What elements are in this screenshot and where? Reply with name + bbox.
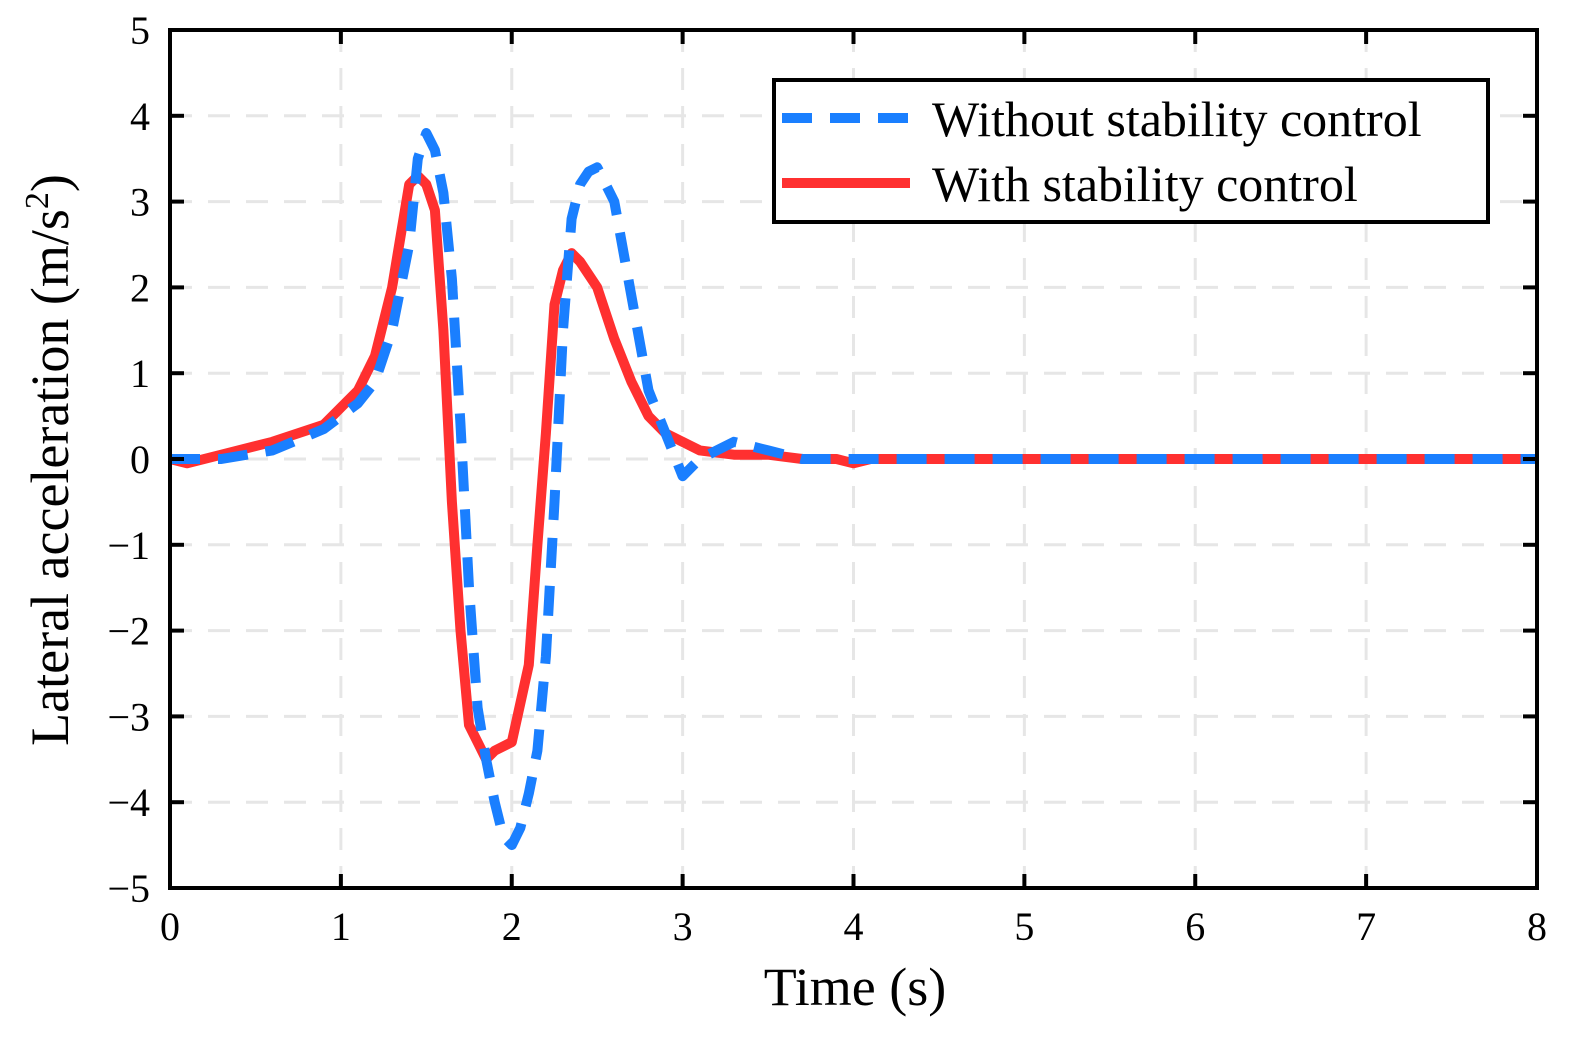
x-tick-label: 3 — [673, 904, 693, 949]
x-tick-label: 2 — [502, 904, 522, 949]
y-axis-title-main: Lateral acceleration (m/s — [20, 209, 80, 746]
legend-label-without-stability-control: Without stability control — [932, 91, 1422, 147]
x-tick-label: 8 — [1527, 904, 1547, 949]
x-axis-title: Time (s) — [764, 957, 947, 1017]
y-tick-label: −1 — [107, 523, 150, 568]
legend-label-with-stability-control: With stability control — [932, 156, 1358, 212]
legend: Without stability control With stability… — [772, 78, 1490, 224]
y-axis-title-superscript: 2 — [19, 192, 56, 209]
x-tick-label: 5 — [1014, 904, 1034, 949]
x-tick-label: 6 — [1185, 904, 1205, 949]
y-axis-title: Lateral acceleration (m/s2) — [19, 174, 80, 746]
y-tick-label: −5 — [107, 866, 150, 911]
series-line-without-stability-control — [170, 128, 1537, 851]
y-tick-label: 3 — [130, 180, 150, 225]
series-line-with-stability-control — [168, 170, 1537, 765]
series-lines — [168, 128, 1537, 851]
x-tick-label: 4 — [844, 904, 864, 949]
axis-ticks — [168, 28, 1539, 890]
legend-box — [772, 78, 1490, 224]
y-tick-label: −4 — [107, 780, 150, 825]
y-axis-title-suffix: ) — [20, 174, 80, 192]
y-tick-label: 0 — [130, 437, 150, 482]
y-tick-label: 1 — [130, 351, 150, 396]
y-tick-label: 5 — [130, 8, 150, 53]
x-tick-label: 0 — [160, 904, 180, 949]
y-tick-label: 2 — [130, 265, 150, 310]
tick-labels: 0 1 2 3 4 5 6 7 8 5 4 3 2 1 0 −1 −2 −3 −4 −5 — [107, 8, 1547, 949]
y-tick-label: −2 — [107, 609, 150, 654]
y-tick-label: 4 — [130, 94, 150, 139]
y-tick-label: −3 — [107, 694, 150, 739]
x-tick-label: 7 — [1356, 904, 1376, 949]
x-tick-label: 1 — [331, 904, 351, 949]
